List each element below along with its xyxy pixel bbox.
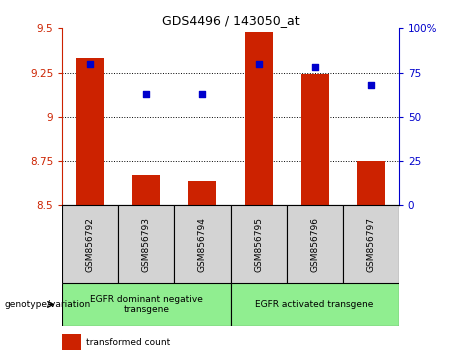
Point bbox=[87, 61, 94, 67]
Point bbox=[142, 91, 150, 97]
Text: GSM856795: GSM856795 bbox=[254, 217, 263, 272]
Bar bbox=[230, 283, 399, 326]
Point bbox=[199, 91, 206, 97]
Bar bbox=[230, 205, 287, 283]
Bar bbox=[118, 205, 174, 283]
Text: GSM856794: GSM856794 bbox=[198, 217, 207, 272]
Point bbox=[311, 64, 318, 70]
Bar bbox=[62, 283, 230, 326]
Text: GSM856796: GSM856796 bbox=[310, 217, 319, 272]
Text: GSM856792: GSM856792 bbox=[86, 217, 95, 272]
Text: genotype/variation: genotype/variation bbox=[5, 300, 91, 309]
Bar bbox=[62, 205, 118, 283]
Text: EGFR activated transgene: EGFR activated transgene bbox=[255, 300, 374, 309]
Bar bbox=[357, 161, 385, 205]
Text: GSM856797: GSM856797 bbox=[366, 217, 375, 272]
Bar bbox=[189, 181, 217, 205]
Title: GDS4496 / 143050_at: GDS4496 / 143050_at bbox=[162, 14, 299, 27]
Bar bbox=[62, 334, 81, 350]
Bar bbox=[301, 74, 329, 205]
Text: EGFR dominant negative
transgene: EGFR dominant negative transgene bbox=[90, 295, 203, 314]
Bar bbox=[343, 205, 399, 283]
Text: transformed count: transformed count bbox=[86, 338, 170, 347]
Text: GSM856793: GSM856793 bbox=[142, 217, 151, 272]
Bar bbox=[244, 32, 272, 205]
Point bbox=[367, 82, 374, 88]
Bar bbox=[287, 205, 343, 283]
Bar bbox=[132, 175, 160, 205]
Bar bbox=[174, 205, 230, 283]
Bar bbox=[76, 58, 104, 205]
Point bbox=[255, 61, 262, 67]
